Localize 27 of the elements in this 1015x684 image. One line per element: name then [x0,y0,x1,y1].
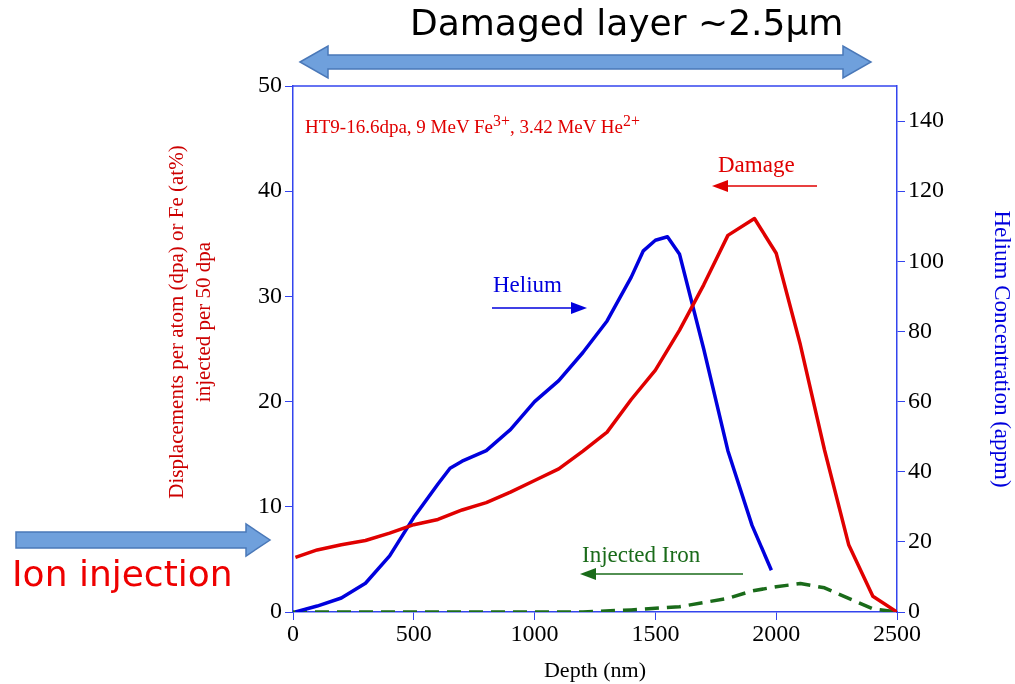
y2-tick-label: 20 [908,527,932,554]
x-tick-label: 1000 [510,619,559,646]
text: Damage [718,152,795,178]
text: Damaged layer ~2.5μm [410,2,844,43]
y-tick-label: 30 [258,281,282,308]
y-tick-label: 20 [258,386,282,413]
text: Helium [493,272,562,298]
y2-tick-label: 120 [908,176,944,203]
y-axis-title: Displacements per atom (dpa) or Fe (at%) injected per 50 dpa [163,144,216,501]
annotation: HT9-16.6dpa, 9 MeV Fe$^{3+}$, 3.42 MeV He$^{2+}$ [305,112,640,139]
y2-tick-label: 80 [908,316,932,343]
x-tick-label: 2000 [752,619,801,646]
y2-tick-label: 140 [908,106,944,133]
series-label: Injected Iron [582,542,701,568]
x-axis-title: Depth (nm) [543,656,647,682]
y-tick-label: 40 [258,176,282,203]
text: Ion injection [12,553,233,594]
y-tick-label: 50 [258,71,282,98]
x-tick-label: 0 [287,619,299,646]
y-tick-label: 0 [270,597,282,624]
y-tick-label: 10 [258,492,282,519]
y2-tick-label: 100 [908,246,944,273]
y2-tick-label: 60 [908,386,932,413]
x-tick-label: 1500 [631,619,680,646]
y2-tick-label: 40 [908,457,932,484]
y2-axis-title: Helium Concentration (appm) [990,210,1015,488]
x-tick-label: 500 [395,619,432,646]
